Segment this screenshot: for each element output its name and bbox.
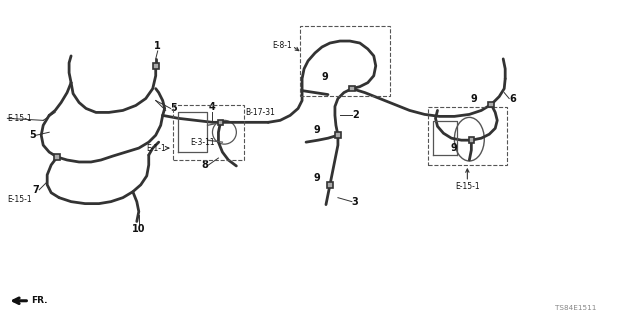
Bar	[468, 137, 474, 143]
Text: 2: 2	[352, 110, 358, 120]
Text: E-8-1: E-8-1	[273, 42, 292, 51]
Text: FR.: FR.	[31, 296, 48, 305]
Text: 1: 1	[154, 41, 161, 51]
Text: 9: 9	[470, 93, 477, 104]
Text: E-15-1: E-15-1	[455, 182, 479, 191]
Bar	[327, 182, 333, 188]
Text: 9: 9	[321, 72, 328, 82]
Bar	[300, 26, 390, 96]
Bar	[349, 86, 355, 92]
Text: 9: 9	[451, 143, 458, 153]
Bar	[173, 106, 244, 160]
Text: 4: 4	[209, 102, 216, 112]
Text: 9: 9	[313, 173, 320, 183]
Bar	[488, 102, 494, 107]
Text: E-15-1: E-15-1	[8, 114, 32, 123]
Bar	[153, 63, 159, 68]
Text: 6: 6	[509, 93, 516, 104]
Bar	[54, 154, 60, 160]
Text: 9: 9	[313, 125, 320, 135]
Text: 3: 3	[352, 196, 358, 207]
Text: 5: 5	[171, 103, 177, 114]
Bar	[428, 108, 507, 165]
Text: 5: 5	[29, 130, 36, 140]
Text: TS84E1511: TS84E1511	[556, 305, 596, 311]
Text: E-3-11: E-3-11	[191, 138, 215, 147]
Text: E-15-1: E-15-1	[8, 195, 32, 204]
Text: 10: 10	[132, 224, 145, 235]
Text: 7: 7	[33, 185, 39, 195]
Text: 8: 8	[202, 160, 209, 170]
Bar	[218, 120, 223, 125]
Bar	[335, 132, 340, 138]
Text: E-1-1: E-1-1	[146, 144, 166, 153]
Text: B-17-31: B-17-31	[245, 108, 275, 117]
